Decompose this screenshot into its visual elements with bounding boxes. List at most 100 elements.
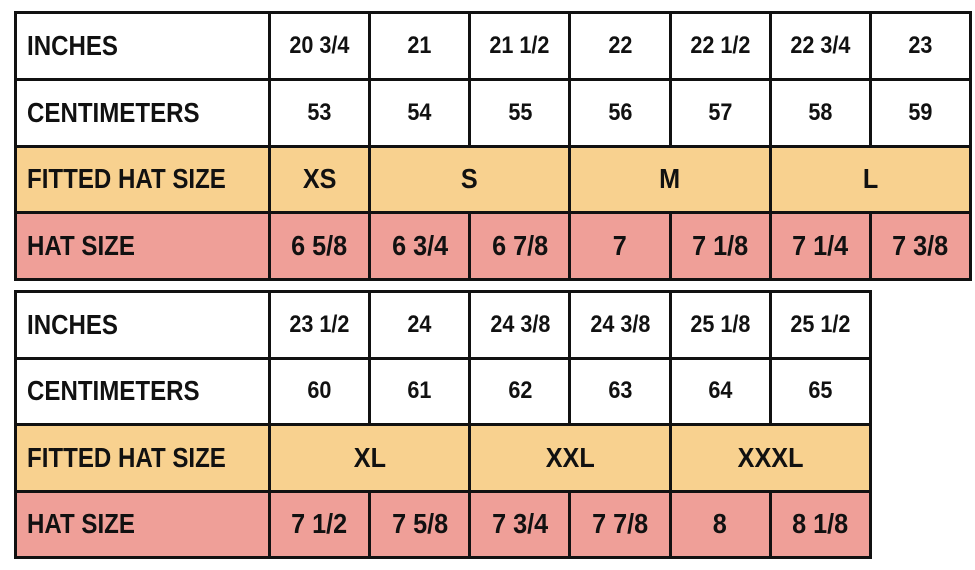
cell-text: 8 1/8 [792,508,849,540]
cell-text: 8 [713,508,728,540]
cell-text: 22 1/2 [690,31,751,59]
table-cell: 59 [868,77,973,148]
row-label-text: HAT SIZE [27,230,135,262]
cell-text: 61 [407,377,432,405]
cell-text: 7 1/8 [692,230,749,262]
table-cell: 64 [668,356,772,426]
table-cell: 22 1/2 [668,11,772,81]
table-cell: 58 [768,77,872,148]
table-cell: 22 [568,11,672,81]
cell-text: 24 3/8 [590,310,651,338]
cell-text: 7 3/4 [491,508,548,540]
table-row: INCHES 20 3/4 21 21 1/2 22 22 1/2 22 3/4 23 [14,11,973,81]
table-cell: S [368,144,572,215]
cell-text: XXL [545,441,595,473]
cell-text: 7 [612,230,628,262]
table-cell: 60 [267,356,372,426]
row-label: HAT SIZE [14,489,271,559]
cell-text: 25 1/2 [790,310,851,338]
row-label-text: INCHES [27,308,118,340]
cell-text: 7 1/4 [792,230,849,262]
table-cell: 7 1/2 [267,489,372,559]
table-cell: 25 1/8 [668,290,772,360]
table-row: INCHES 23 1/2 24 24 3/8 24 3/8 25 1/8 25 1/2 [14,290,873,360]
table-cell: 56 [568,77,672,148]
cell-text: M [659,163,681,195]
table-cell: 7 1/8 [668,211,772,281]
table-cell: L [768,144,973,215]
row-label: INCHES [14,290,271,360]
table-cell: 24 3/8 [568,290,672,360]
table-cell: XXXL [668,423,873,493]
table-cell: 6 3/4 [368,211,472,281]
cell-text: XL [353,441,386,473]
table-cell: 22 3/4 [768,11,872,81]
table-cell: 54 [368,77,472,148]
table-cell: 63 [568,356,672,426]
cell-text: 55 [507,98,532,126]
table-row: CENTIMETERS 53 54 55 56 57 58 59 [14,77,973,148]
cell-text: 59 [908,98,933,126]
cell-text: 22 3/4 [790,31,851,59]
table-cell: 8 [668,489,772,559]
row-label: CENTIMETERS [14,356,271,426]
cell-text: 62 [507,377,532,405]
row-label: INCHES [14,11,271,81]
cell-text: 6 5/8 [291,230,348,262]
row-label-text: CENTIMETERS [27,96,200,128]
table-row: FITTED HAT SIZE XS S M L [14,144,973,215]
table-cell: 6 7/8 [468,211,572,281]
cell-text: 58 [808,98,833,126]
cell-text: S [461,163,479,195]
cell-text: 23 [908,31,933,59]
row-label-text: HAT SIZE [27,508,135,540]
table-cell: 7 3/4 [468,489,572,559]
table-cell: 6 5/8 [267,211,372,281]
row-label: FITTED HAT SIZE [14,423,271,493]
cell-text: 6 3/4 [391,230,448,262]
cell-text: 63 [608,377,633,405]
table-cell: 61 [368,356,472,426]
size-table: INCHES 20 3/4 21 21 1/2 22 22 1/2 22 3/4 23 CENT… [14,11,973,281]
cell-text: 56 [607,98,633,126]
table-cell: XXL [468,423,672,493]
row-label-text: CENTIMETERS [27,375,200,407]
cell-text: 7 3/8 [892,230,949,262]
table-cell: 20 3/4 [267,11,372,81]
cell-text: 7 5/8 [391,508,448,540]
table-cell: 55 [468,77,572,148]
row-label-text: FITTED HAT SIZE [27,441,226,473]
size-table: INCHES 23 1/2 24 24 3/8 24 3/8 25 1/8 25 1/2 CE… [14,290,873,559]
cell-text: XS [302,163,337,195]
table-cell: 7 1/4 [768,211,872,281]
row-label-text: FITTED HAT SIZE [27,163,226,195]
cell-text: 53 [307,98,332,126]
cell-text: 6 7/8 [491,230,548,262]
table-cell: 7 7/8 [568,489,672,559]
cell-text: 64 [708,377,733,405]
table-row: HAT SIZE 7 1/2 7 5/8 7 3/4 7 7/8 8 8 1/8 [14,489,873,559]
cell-text: 25 1/8 [690,310,751,338]
cell-text: 22 [607,31,633,59]
table-row: HAT SIZE 6 5/8 6 3/4 6 7/8 7 7 1/8 7 1/4 7 3/8 [14,211,973,281]
row-label: FITTED HAT SIZE [14,144,271,215]
table-cell: 21 [368,11,472,81]
cell-text: 20 3/4 [289,31,350,59]
cell-text: 60 [307,377,332,405]
table-row: FITTED HAT SIZE XL XXL XXXL [14,423,873,493]
table-cell: 24 3/8 [468,290,572,360]
table-cell: 25 1/2 [768,290,873,360]
cell-text: 57 [708,98,733,126]
table-cell: 53 [267,77,372,148]
table-cell: M [568,144,772,215]
table-cell: 24 [368,290,472,360]
table-cell: XL [267,423,472,493]
cell-text: 7 1/2 [291,508,348,540]
cell-text: 21 [407,31,432,59]
cell-text: L [862,163,879,195]
row-label-text: INCHES [27,29,118,61]
table-cell: 21 1/2 [468,11,572,81]
table-cell: 23 [868,11,973,81]
table-cell: 7 3/8 [868,211,973,281]
